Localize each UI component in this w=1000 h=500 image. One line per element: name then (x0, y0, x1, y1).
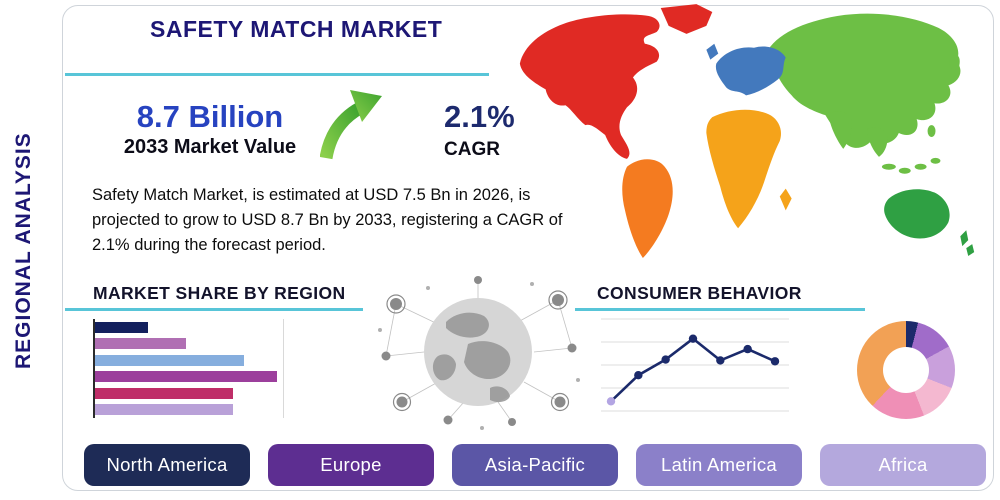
region-bar (95, 338, 187, 350)
consumer-behavior-line-chart (599, 315, 791, 416)
region-button-north-america[interactable]: North America (84, 444, 250, 486)
cagr-value: 2.1% (444, 99, 515, 134)
region-button-africa[interactable]: Africa (820, 444, 986, 486)
consumer-behavior-section-title: CONSUMER BEHAVIOR (597, 283, 802, 303)
map-japan (949, 54, 960, 70)
map-se-asia (867, 127, 888, 157)
page-title: SAFETY MATCH MARKET (150, 16, 443, 42)
market-share-bar-chart (93, 319, 289, 418)
map-asia (765, 13, 961, 148)
market-description: Safety Match Market, is estimated at USD… (92, 186, 563, 254)
cagr-label: CAGR (444, 139, 500, 160)
market-value-label: 2033 Market Value (123, 136, 297, 158)
network-dots (378, 282, 580, 430)
map-north-america (519, 14, 660, 159)
map-indonesia-islands (881, 125, 941, 174)
top-divider (65, 73, 489, 76)
region-bar (95, 371, 278, 383)
globe-graphic (372, 270, 584, 434)
market-value-stat: 8.7 Billion (136, 99, 284, 134)
region-button-latin-america[interactable]: Latin America (636, 444, 802, 486)
world-map (519, 4, 975, 259)
market-share-section-title: MARKET SHARE BY REGION (93, 283, 346, 303)
donut-hole (883, 347, 929, 393)
region-button-asia-pacific[interactable]: Asia-Pacific (452, 444, 618, 486)
region-bar (95, 354, 245, 366)
network-node-rings (386, 290, 570, 412)
map-greenland (660, 4, 713, 34)
cagr-block: 2.1% CAGR (444, 99, 515, 161)
card-border (62, 5, 994, 491)
bar-chart-gridline (283, 319, 284, 418)
globe-continents (432, 312, 511, 403)
map-india (829, 111, 852, 149)
map-australia (884, 189, 950, 239)
region-button-europe[interactable]: Europe (268, 444, 434, 486)
map-madagascar (779, 188, 792, 211)
region-bar (95, 322, 149, 333)
map-africa (706, 109, 781, 229)
growth-arrow-icon (319, 84, 386, 162)
network-nodes (381, 276, 577, 426)
map-new-zealand (960, 230, 975, 257)
map-south-america (622, 159, 673, 259)
region-buttons-row: North America Europe Asia-Pacific Latin … (84, 444, 986, 486)
map-europe (715, 46, 786, 96)
map-uk (706, 43, 719, 60)
market-share-underline (65, 308, 363, 311)
region-bar (95, 403, 233, 415)
consumer-behavior-underline (575, 308, 865, 311)
regional-analysis-side-label: REGIONAL ANALYSIS (12, 132, 35, 369)
region-bar (95, 387, 233, 399)
